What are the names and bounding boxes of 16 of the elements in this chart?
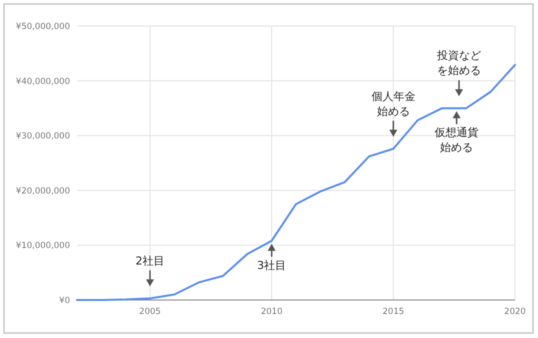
y-tick-label: ¥50,000,000 (16, 22, 70, 32)
annotation: 3社目 (257, 258, 286, 272)
y-tick-label: ¥10,000,000 (16, 241, 70, 252)
x-tick-label: 2010 (260, 307, 282, 317)
y-tick-label: ¥30,000,000 (16, 132, 70, 142)
x-tick-label: 2020 (504, 307, 526, 317)
annotation: 2社目 (136, 254, 164, 268)
annotation: 個人年金始める (371, 90, 416, 118)
line-series (76, 64, 516, 301)
y-tick-label: ¥20,000,000 (16, 186, 70, 196)
x-tick-label: 2015 (382, 307, 404, 317)
annotation: 仮想通貨始める (434, 126, 479, 154)
x-tick-label: 2005 (139, 307, 161, 317)
y-tick-label: ¥0 (59, 296, 70, 306)
y-tick-label: ¥40,000,000 (16, 76, 70, 87)
annotation: 投資などを始める (436, 49, 482, 78)
